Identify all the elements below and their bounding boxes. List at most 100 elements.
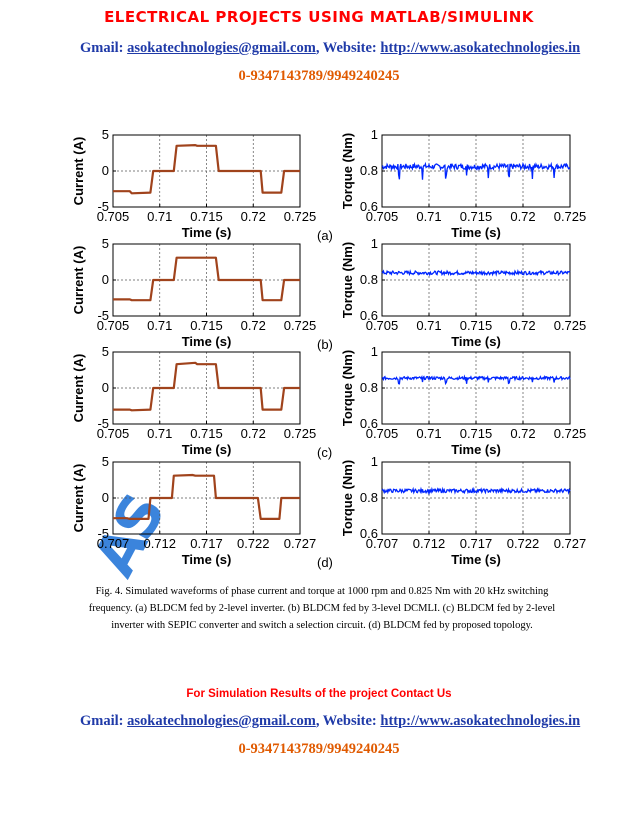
y-axis-label: Current (A) <box>71 246 86 315</box>
header-contact-line: Gmail: asokatechnologies@gmail.com, Webs… <box>80 40 580 57</box>
x-tick-label: 0.72 <box>510 209 535 224</box>
x-tick-label: 0.71 <box>147 318 172 333</box>
x-tick-label: 0.727 <box>554 536 587 551</box>
x-tick-label: 0.71 <box>147 426 172 441</box>
x-tick-label: 0.72 <box>510 318 535 333</box>
x-tick-label: 0.727 <box>284 536 317 551</box>
current-trace <box>113 473 300 521</box>
gmail-link[interactable]: asokatechnologies@gmail.com <box>127 40 316 56</box>
page-title: ELECTRICAL PROJECTS USING MATLAB/SIMULIN… <box>104 8 534 26</box>
x-tick-label: 0.705 <box>97 209 130 224</box>
y-axis-label: Current (A) <box>71 354 86 423</box>
y-tick-label: 0.8 <box>360 163 378 178</box>
current-trace <box>113 144 300 195</box>
y-tick-label: 0.6 <box>360 199 378 214</box>
torque-trace <box>381 486 571 496</box>
x-tick-label: 0.72 <box>241 426 266 441</box>
torque-trace <box>381 268 571 277</box>
y-tick-label: 1 <box>371 344 378 359</box>
footer-website-link[interactable]: http://www.asokatechnologies.in <box>380 713 581 729</box>
figure-caption: Fig. 4. Simulated waveforms of phase cur… <box>88 586 556 631</box>
x-axis-label: Time (s) <box>451 552 501 567</box>
y-tick-label: 0.8 <box>360 380 378 395</box>
y-tick-label: 1 <box>371 127 378 142</box>
y-tick-label: 0 <box>102 272 109 287</box>
y-axis-label: Current (A) <box>71 464 86 533</box>
y-tick-label: -5 <box>97 526 109 541</box>
x-tick-label: 0.717 <box>460 536 493 551</box>
torque-trace <box>381 374 571 386</box>
x-tick-label: 0.712 <box>143 536 176 551</box>
y-axis-label: Torque (Nm) <box>340 350 355 426</box>
simulation-contact-note: For Simulation Results of the project Co… <box>186 688 452 700</box>
y-tick-label: 0.6 <box>360 416 378 431</box>
x-tick-label: 0.725 <box>284 209 317 224</box>
torque-trace <box>381 161 571 180</box>
y-axis-label: Torque (Nm) <box>340 133 355 209</box>
footer-gmail-link[interactable]: asokatechnologies@gmail.com <box>127 713 316 729</box>
x-tick-label: 0.71 <box>416 318 441 333</box>
y-tick-label: -5 <box>97 416 109 431</box>
x-tick-label: 0.705 <box>366 426 399 441</box>
x-tick-label: 0.715 <box>460 318 493 333</box>
x-tick-label: 0.725 <box>554 318 587 333</box>
panel-label: (c) <box>317 445 332 460</box>
x-tick-label: 0.71 <box>147 209 172 224</box>
x-tick-label: 0.722 <box>237 536 270 551</box>
y-axis-label: Torque (Nm) <box>340 242 355 318</box>
x-axis-label: Time (s) <box>182 442 232 457</box>
x-tick-label: 0.707 <box>97 536 130 551</box>
y-axis-label: Torque (Nm) <box>340 460 355 536</box>
x-tick-label: 0.715 <box>460 426 493 441</box>
x-axis-label: Time (s) <box>182 225 232 240</box>
x-tick-label: 0.725 <box>284 318 317 333</box>
header-phone: 0-9347143789/9949240245 <box>238 68 400 84</box>
x-tick-label: 0.717 <box>190 536 223 551</box>
x-tick-label: 0.712 <box>413 536 446 551</box>
footer-website-label: , Website: <box>315 713 381 729</box>
current-trace <box>113 361 300 412</box>
x-tick-label: 0.71 <box>416 426 441 441</box>
x-tick-label: 0.722 <box>507 536 540 551</box>
y-tick-label: 1 <box>371 454 378 469</box>
gmail-label: Gmail: <box>80 40 128 56</box>
panel-label: (a) <box>317 228 333 243</box>
x-tick-label: 0.725 <box>284 426 317 441</box>
y-tick-label: 0 <box>102 163 109 178</box>
x-tick-label: 0.715 <box>460 209 493 224</box>
y-tick-label: 0 <box>102 490 109 505</box>
y-tick-label: 0.8 <box>360 272 378 287</box>
x-tick-label: 0.705 <box>366 209 399 224</box>
y-tick-label: 0.6 <box>360 308 378 323</box>
x-tick-label: 0.715 <box>190 318 223 333</box>
x-tick-label: 0.71 <box>416 209 441 224</box>
y-tick-label: 1 <box>371 236 378 251</box>
y-axis-label: Current (A) <box>71 137 86 206</box>
x-axis-label: Time (s) <box>182 334 232 349</box>
x-tick-label: 0.715 <box>190 209 223 224</box>
x-tick-label: 0.705 <box>366 318 399 333</box>
footer-gmail-label: Gmail: <box>80 713 128 729</box>
x-tick-label: 0.715 <box>190 426 223 441</box>
panel-label: (b) <box>317 337 333 352</box>
x-tick-label: 0.72 <box>510 426 535 441</box>
y-tick-label: 0.6 <box>360 526 378 541</box>
x-tick-label: 0.725 <box>554 209 587 224</box>
y-tick-label: 0 <box>102 380 109 395</box>
current-trace <box>113 256 300 302</box>
y-tick-label: -5 <box>97 308 109 323</box>
x-tick-label: 0.72 <box>241 209 266 224</box>
website-link[interactable]: http://www.asokatechnologies.in <box>380 40 581 56</box>
panel-label: (d) <box>317 555 333 570</box>
website-label: , Website: <box>315 40 381 56</box>
x-tick-label: 0.705 <box>97 426 130 441</box>
y-tick-label: 0.8 <box>360 490 378 505</box>
footer-phone: 0-9347143789/9949240245 <box>238 741 400 757</box>
x-axis-label: Time (s) <box>451 442 501 457</box>
footer-contact-line: Gmail: asokatechnologies@gmail.com, Webs… <box>80 713 580 730</box>
x-axis-label: Time (s) <box>182 552 232 567</box>
x-tick-label: 0.725 <box>554 426 587 441</box>
y-tick-label: 5 <box>102 344 109 359</box>
x-axis-label: Time (s) <box>451 334 501 349</box>
